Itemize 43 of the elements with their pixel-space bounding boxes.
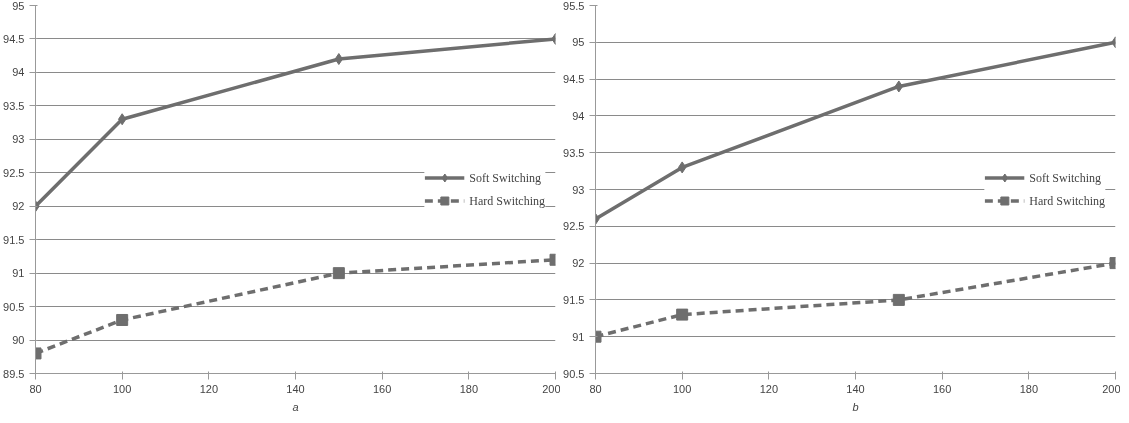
y-tick-label: 94 <box>572 109 585 122</box>
y-tick-label: 92.5 <box>3 166 25 179</box>
x-tick-label: 140 <box>846 382 865 395</box>
x-tick-label: 80 <box>29 382 42 395</box>
y-tick-label: 95 <box>12 0 25 12</box>
x-tick-label: 160 <box>372 382 392 395</box>
y-tick-label: 95.5 <box>563 0 585 12</box>
x-tick-label: 200 <box>1102 382 1121 395</box>
y-tick-label: 93 <box>12 133 25 146</box>
legend-label: Soft Switching <box>1029 170 1102 185</box>
x-axis-title: a <box>292 400 299 413</box>
y-tick-label: 91 <box>572 330 585 343</box>
x-tick-label: 180 <box>1019 382 1039 395</box>
y-tick-label: 93.5 <box>3 99 25 112</box>
y-tick-label: 90.5 <box>563 367 585 380</box>
y-tick-label: 94.5 <box>563 73 585 86</box>
y-tick-label: 93 <box>572 183 585 196</box>
y-tick-label: 91.5 <box>3 233 25 246</box>
legend-label: Soft Switching <box>469 170 542 185</box>
y-tick-label: 90.5 <box>3 300 25 313</box>
legend-label: Hard Switching <box>1029 193 1105 208</box>
y-tick-label: 90 <box>12 334 25 347</box>
y-tick-label: 94.5 <box>3 32 25 45</box>
y-tick-label: 91 <box>12 267 25 280</box>
y-tick-label: 93.5 <box>563 146 585 159</box>
x-tick-label: 180 <box>459 382 479 395</box>
y-tick-label: 92.5 <box>563 220 585 233</box>
y-tick-label: 94 <box>12 66 25 79</box>
y-tick-label: 92 <box>12 200 25 213</box>
x-tick-label: 100 <box>112 382 132 395</box>
y-tick-label: 92 <box>572 257 585 270</box>
x-tick-label: 160 <box>932 382 952 395</box>
y-tick-label: 91.5 <box>563 293 585 306</box>
x-tick-label: 140 <box>286 382 305 395</box>
x-tick-label: 120 <box>199 382 219 395</box>
x-tick-label: 200 <box>542 382 561 395</box>
x-tick-label: 100 <box>672 382 692 395</box>
y-tick-label: 89.5 <box>3 367 25 380</box>
x-tick-label: 120 <box>759 382 779 395</box>
legend-label: Hard Switching <box>469 193 545 208</box>
x-tick-label: 80 <box>589 382 602 395</box>
y-tick-label: 95 <box>572 36 585 49</box>
x-axis-title: b <box>852 400 859 413</box>
